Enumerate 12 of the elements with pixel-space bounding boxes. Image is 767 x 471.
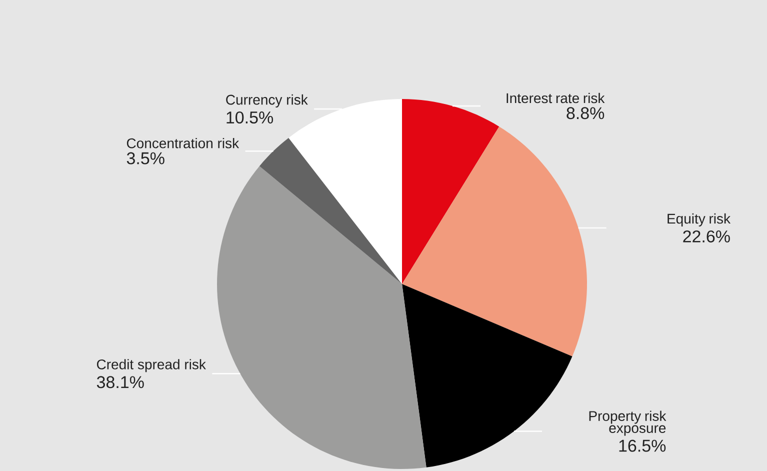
slice-label: Property risk exposure bbox=[589, 410, 666, 436]
slice-label: Equity risk bbox=[668, 213, 731, 226]
data-label: 38.1% bbox=[96, 376, 144, 388]
slice-label: Currency risk bbox=[226, 94, 308, 108]
data-label: 22.6% bbox=[683, 230, 730, 242]
data-label: 16.5% bbox=[619, 440, 666, 452]
slice-label: Credit spread risk bbox=[96, 359, 206, 372]
data-label: 8.8% bbox=[566, 107, 604, 120]
slice-label: Concentration risk bbox=[126, 138, 240, 148]
slice-label: Interest rate risk bbox=[506, 92, 605, 104]
data-label: 3.5% bbox=[126, 152, 164, 164]
data-label: 10.5% bbox=[226, 111, 274, 124]
